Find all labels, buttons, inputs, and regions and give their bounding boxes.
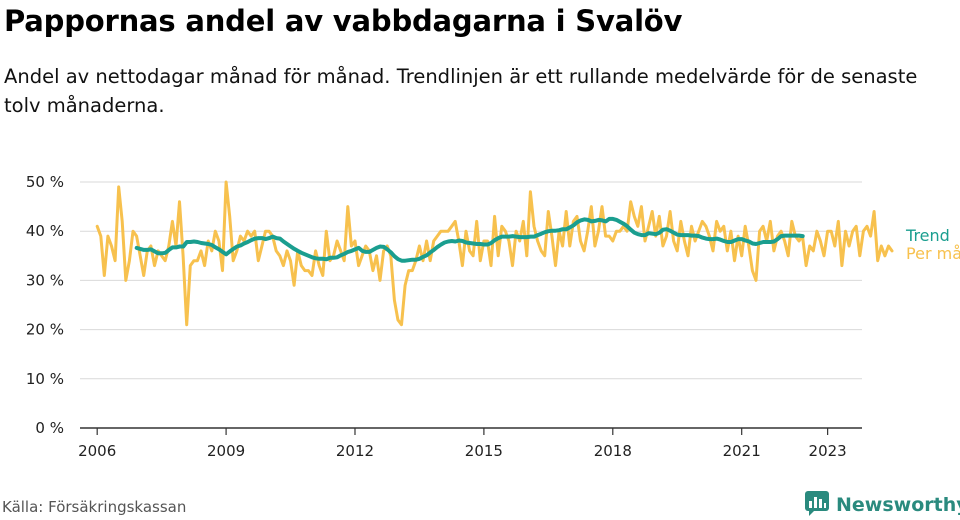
legend-label: Per månad xyxy=(906,244,960,263)
y-tick-label: 40 % xyxy=(26,222,64,240)
x-tick-label: 2021 xyxy=(723,442,761,460)
series-line-1 xyxy=(134,216,805,263)
bar-chart-speech-icon xyxy=(804,490,830,520)
brand-name: Newsworthy xyxy=(836,494,960,516)
brand-logo[interactable]: Newsworthy xyxy=(804,490,960,520)
y-tick-label: 0 % xyxy=(35,419,64,437)
y-tick-label: 50 % xyxy=(26,173,64,191)
x-tick-label: 2006 xyxy=(78,442,116,460)
x-tick-label: 2009 xyxy=(207,442,245,460)
x-tick-label: 2015 xyxy=(465,442,503,460)
x-axis: 2006 2009 2012 2015 2018 2021 2023 xyxy=(78,427,862,460)
y-tick-label: 20 % xyxy=(26,321,64,339)
legend-label: Trend xyxy=(905,226,950,245)
series-line-0 xyxy=(95,180,894,327)
y-tick-label: 10 % xyxy=(26,370,64,388)
x-tick-label: 2012 xyxy=(336,442,374,460)
chart-title: Pappornas andel av vabbdagarna i Svalöv xyxy=(4,4,683,38)
y-tick-label: 30 % xyxy=(26,271,64,289)
chart-subtitle: Andel av nettodagar månad för månad. Tre… xyxy=(4,65,918,117)
x-tick-label: 2023 xyxy=(809,442,847,460)
grid-lines xyxy=(80,181,862,380)
y-axis-ticks: 0 % 10 % 20 % 30 % 40 % 50 % xyxy=(26,173,64,437)
series-lines xyxy=(95,180,894,327)
x-tick-label: 2018 xyxy=(594,442,632,460)
source-note: Källa: Försäkringskassan xyxy=(2,498,187,516)
